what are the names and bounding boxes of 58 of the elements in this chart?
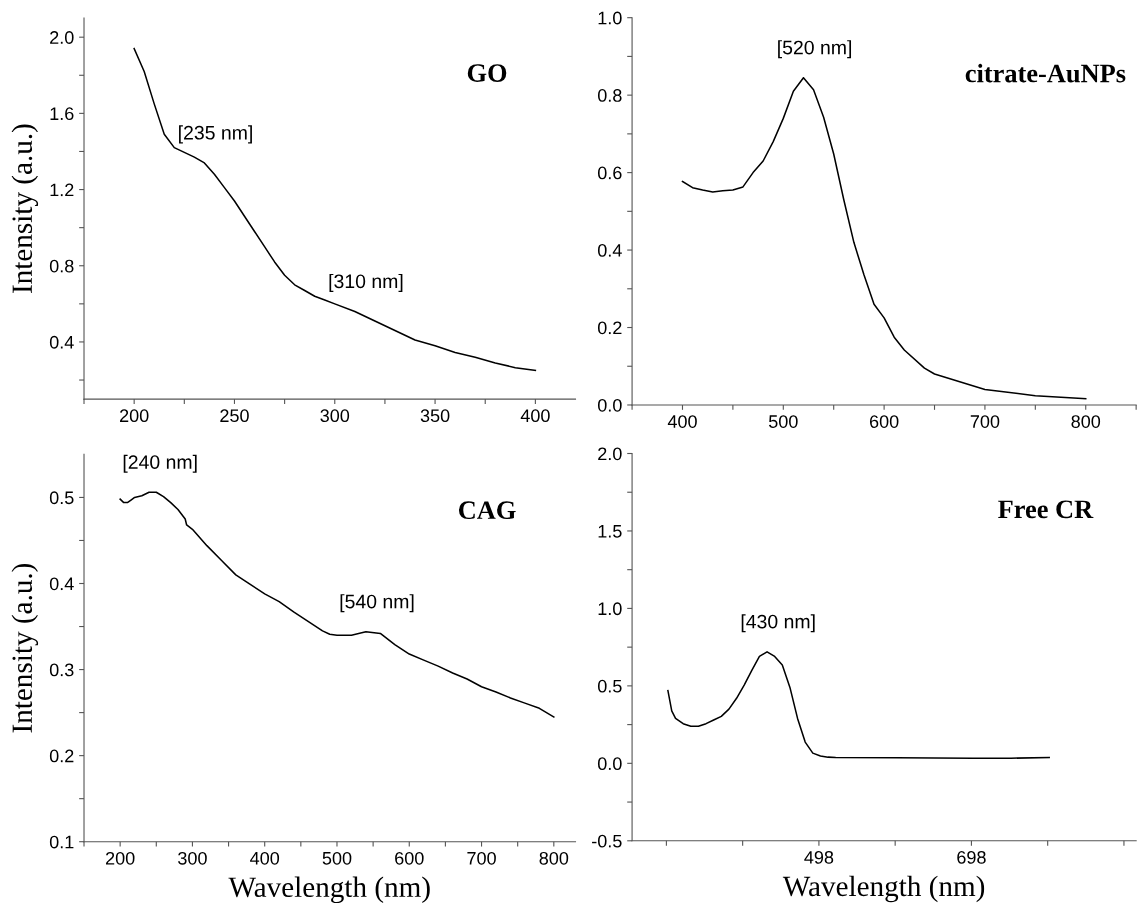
y-tick-label: 0.4 — [49, 335, 74, 349]
x-tick-label: 200 — [120, 409, 149, 423]
y-tick-label: 0.8 — [49, 259, 74, 273]
x-tick-label: 800 — [1071, 415, 1101, 428]
x-tick-label: 350 — [420, 409, 450, 423]
annotation: [235 nm] — [179, 125, 252, 144]
annotation: [540 nm] — [340, 594, 414, 613]
text: Free CR — [998, 500, 1094, 519]
y-tick-label: 0.6 — [597, 166, 622, 180]
x-tick-label: 600 — [869, 415, 899, 428]
x-tick-label: 700 — [970, 415, 1000, 428]
x-tick-label: 400 — [667, 415, 697, 428]
x-tick-label: 498 — [804, 850, 834, 864]
x-tick-label: 800 — [539, 851, 569, 865]
x-tick-label: 698 — [957, 850, 986, 864]
x-tick-label: 250 — [220, 409, 249, 423]
y-tick-label: 0.5 — [49, 491, 74, 505]
x-tick-label: 500 — [322, 851, 352, 865]
x-tick-label: 500 — [768, 415, 798, 428]
text: citrate-AuNPs — [965, 63, 1126, 83]
y-tick-label: 0.2 — [49, 749, 74, 763]
x-tick-label: 200 — [106, 851, 135, 865]
x-tick-label: 300 — [178, 851, 207, 865]
y-tick-label: -0.5 — [592, 834, 622, 848]
line-series — [667, 651, 1050, 759]
y-tick-label: 1.2 — [50, 183, 74, 197]
text: CAG — [459, 501, 516, 520]
annotation: [240 nm] — [123, 454, 197, 473]
x-tick-label: 700 — [467, 851, 496, 865]
annotation: [430 nm] — [741, 614, 815, 633]
y-tick-label: 1.0 — [598, 602, 622, 616]
y-tick-label: 0.4 — [597, 243, 622, 257]
x-tick-label: 400 — [520, 409, 550, 423]
y-tick-label: 2.0 — [598, 447, 622, 461]
y-axis-title: Intensity (a.u.) — [11, 563, 39, 733]
annotation: [520 nm] — [778, 40, 852, 59]
x-axis-title: Wavelength (nm) — [228, 876, 430, 904]
y-tick-label: 0.8 — [597, 89, 622, 102]
x-tick-label: 300 — [320, 409, 350, 423]
annotation: [310 nm] — [329, 273, 403, 293]
x-tick-label: 600 — [395, 851, 424, 865]
y-tick-label: 1.0 — [598, 11, 622, 25]
x-axis-title: Wavelength (nm) — [782, 875, 985, 903]
y-axis-title: Intensity (a.u.) — [11, 124, 39, 294]
y-tick-label: 0.0 — [597, 398, 622, 412]
y-tick-label: 0.0 — [597, 757, 622, 771]
line-series — [133, 47, 537, 372]
y-tick-label: 0.2 — [597, 321, 622, 335]
y-tick-label: 0.4 — [49, 577, 74, 591]
y-tick-label: 1.5 — [598, 525, 622, 538]
text: GO — [467, 64, 507, 82]
line-series — [119, 491, 555, 718]
x-tick-label: 400 — [250, 851, 280, 865]
y-tick-label: 1.6 — [50, 107, 74, 121]
y-tick-label: 0.5 — [597, 679, 622, 693]
y-tick-label: 2.0 — [50, 31, 74, 44]
y-tick-label: 0.1 — [49, 835, 74, 849]
y-tick-label: 0.3 — [49, 663, 74, 677]
